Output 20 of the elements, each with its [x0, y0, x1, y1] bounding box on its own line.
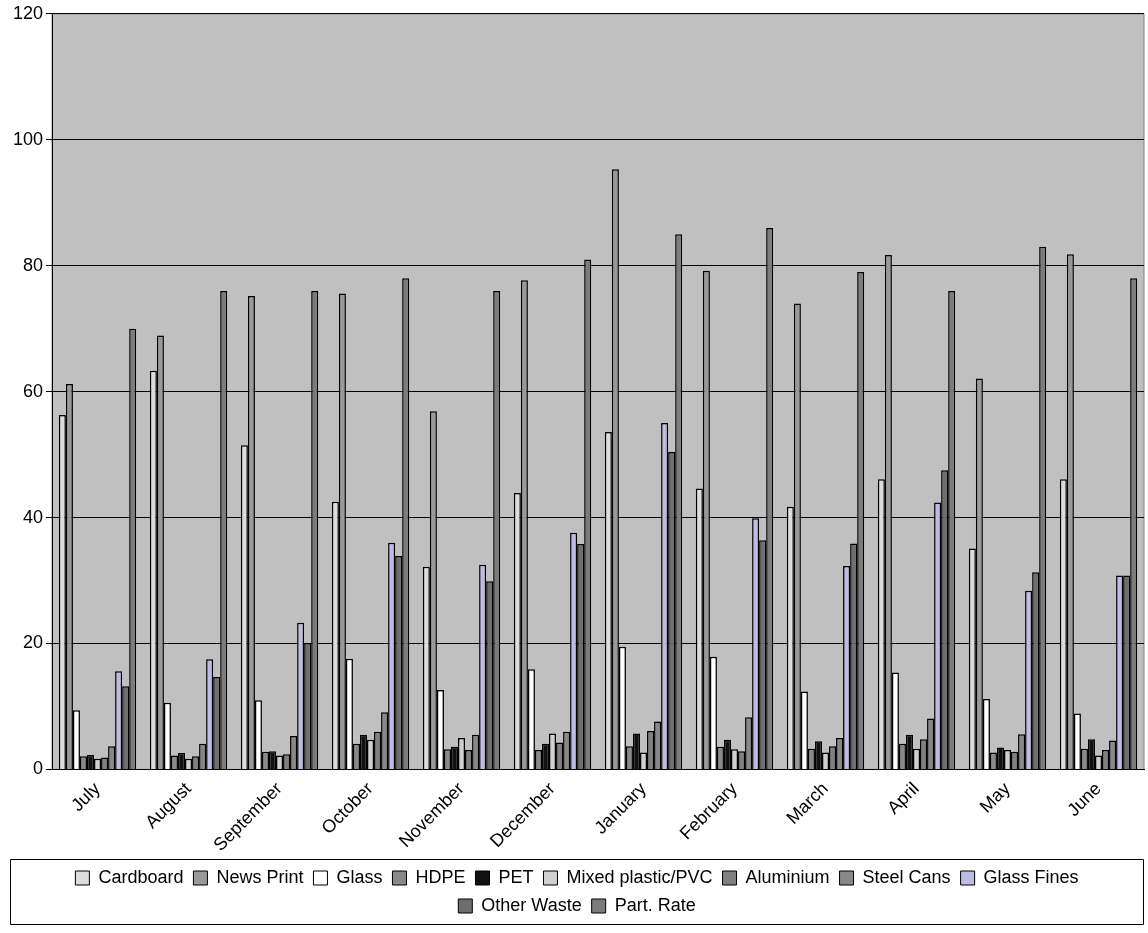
legend-label: Cardboard — [98, 866, 184, 887]
legend-label: News Print — [216, 866, 304, 887]
legend-label: Aluminium — [745, 866, 830, 887]
legend-label: Glass Fines — [983, 866, 1079, 887]
legend-label: PET — [498, 866, 534, 887]
y-tick-label: 60 — [23, 380, 44, 401]
legend-label: Part. Rate — [614, 894, 696, 915]
legend-label: Steel Cans — [862, 866, 951, 887]
y-tick-label: 0 — [33, 758, 44, 779]
legend-label: Glass — [336, 866, 383, 887]
x-tick-label: July — [67, 778, 104, 816]
x-tick-label: May — [975, 778, 1014, 817]
y-tick-label: 20 — [23, 632, 44, 653]
legend-label: Other Waste — [481, 894, 582, 915]
y-tick-label: 80 — [23, 254, 44, 275]
legend-label: Mixed plastic/PVC — [566, 866, 713, 887]
y-tick-label: 100 — [12, 128, 44, 149]
y-tick-label: 120 — [12, 2, 44, 23]
y-tick-label: 40 — [23, 506, 44, 527]
legend-label: HDPE — [415, 866, 466, 887]
